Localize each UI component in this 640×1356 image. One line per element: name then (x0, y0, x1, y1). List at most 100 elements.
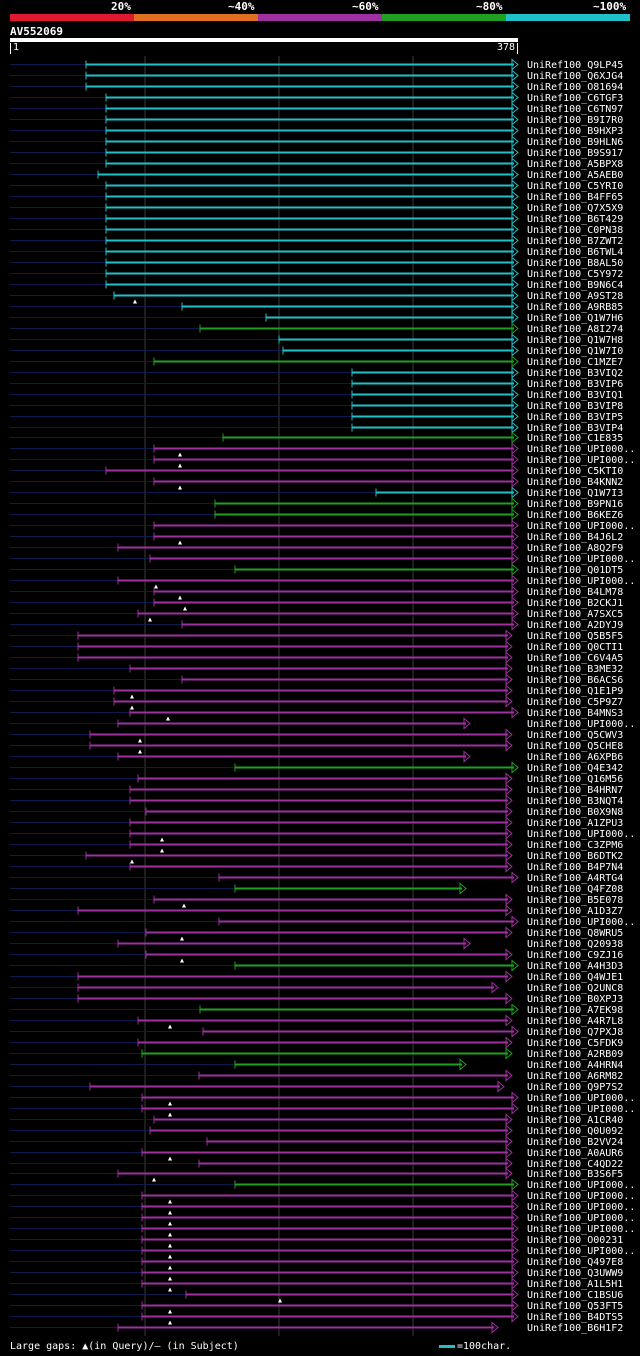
hit-row[interactable]: UniRef100_Q1E1P9 (10, 684, 623, 699)
hit-label[interactable]: UniRef100_B0XPJ3 (527, 994, 623, 1005)
hit-label[interactable]: UniRef100_C5FDK9 (527, 1038, 623, 1049)
hit-row[interactable]: UniRef100_A2DYJ9 (10, 618, 623, 632)
hit-row[interactable]: UniRef100_UPI000.. (10, 1244, 635, 1259)
hit-row[interactable]: UniRef100_B3VIP6 (10, 377, 623, 391)
hit-row[interactable]: UniRef100_Q6XJG4 (10, 69, 623, 83)
hit-label[interactable]: UniRef100_C3ZPM6 (527, 840, 623, 851)
hit-row[interactable]: UniRef100_Q5CWV3 (10, 728, 623, 743)
hit-row[interactable]: UniRef100_Q4WJE1 (10, 970, 623, 984)
hit-label[interactable]: UniRef100_B6TWL4 (527, 247, 623, 258)
hit-label[interactable]: UniRef100_Q0U092 (527, 1126, 623, 1137)
hit-row[interactable]: UniRef100_B3VIQ2 (10, 366, 623, 380)
hit-row[interactable]: UniRef100_C6TGF3 (10, 91, 623, 105)
hit-label[interactable]: UniRef100_B9PN16 (527, 499, 623, 510)
hit-label[interactable]: UniRef100_B0X9N8 (527, 807, 623, 818)
hit-label[interactable]: UniRef100_A1ZPU3 (527, 818, 623, 829)
hit-row[interactable]: UniRef100_B4P7N4 (10, 860, 623, 874)
hit-label[interactable]: UniRef100_Q4E342 (527, 763, 623, 774)
hit-label[interactable]: UniRef100_A4RTG4 (527, 873, 623, 884)
hit-row[interactable]: UniRef100_Q9LP45 (10, 58, 623, 72)
hit-label[interactable]: UniRef100_A8Q2F9 (527, 543, 623, 554)
hit-row[interactable]: UniRef100_B9I7R0 (10, 113, 623, 127)
hit-row[interactable]: UniRef100_Q1W7I0 (10, 344, 623, 358)
hit-label[interactable]: UniRef100_A4HRN4 (527, 1060, 623, 1071)
hit-label[interactable]: UniRef100_A7SXC5 (527, 609, 623, 620)
hit-label[interactable]: UniRef100_UPI000.. (527, 521, 635, 532)
hit-label[interactable]: UniRef100_UPI000.. (527, 719, 635, 730)
hit-row[interactable]: UniRef100_C5FDK9 (10, 1036, 623, 1050)
hit-label[interactable]: UniRef100_Q8WRU5 (527, 928, 623, 939)
hit-row[interactable]: UniRef100_Q3UWW9 (10, 1266, 623, 1281)
hit-label[interactable]: UniRef100_C5KTI0 (527, 466, 623, 477)
hit-row[interactable]: UniRef100_UPI000.. (10, 1189, 635, 1204)
hit-label[interactable]: UniRef100_UPI000.. (527, 1191, 635, 1202)
hit-label[interactable]: UniRef100_UPI000.. (527, 1224, 635, 1235)
hit-row[interactable]: UniRef100_B5E078 (10, 893, 623, 908)
hit-row[interactable]: UniRef100_A9ST28 (10, 289, 623, 304)
hit-row[interactable]: UniRef100_C1E835 (10, 431, 623, 445)
hit-row[interactable]: UniRef100_B7ZWT2 (10, 234, 623, 248)
hit-row[interactable]: UniRef100_B6ACS6 (10, 673, 623, 687)
hit-row[interactable]: UniRef100_B2VV24 (10, 1135, 623, 1149)
hit-row[interactable]: UniRef100_UPI000.. (10, 1102, 635, 1117)
hit-row[interactable]: UniRef100_A1CR40 (10, 1113, 623, 1127)
hit-label[interactable]: UniRef100_Q01DT5 (527, 565, 623, 576)
hit-label[interactable]: UniRef100_C4QD22 (527, 1159, 623, 1170)
hit-row[interactable]: UniRef100_B9HXP3 (10, 124, 623, 138)
hit-label[interactable]: UniRef100_B3VIP5 (527, 412, 623, 423)
hit-row[interactable]: UniRef100_Q16M56 (10, 772, 623, 786)
hit-row[interactable]: UniRef100_C5KTI0 (10, 464, 623, 478)
hit-row[interactable]: UniRef100_A2RB09 (10, 1047, 623, 1061)
hit-label[interactable]: UniRef100_B3VIP8 (527, 401, 623, 412)
hit-label[interactable]: UniRef100_B9HXP3 (527, 126, 623, 137)
hit-label[interactable]: UniRef100_Q1W7H6 (527, 313, 623, 324)
hit-label[interactable]: UniRef100_Q20938 (527, 939, 623, 950)
hit-row[interactable]: UniRef100_A8I274 (10, 322, 623, 336)
hit-row[interactable]: UniRef100_C5P9Z7 (10, 695, 623, 710)
hit-row[interactable]: UniRef100_B9PN16 (10, 497, 623, 511)
hit-label[interactable]: UniRef100_A4R7L8 (527, 1016, 623, 1027)
hit-row[interactable]: UniRef100_B4LM78 (10, 585, 623, 600)
hit-row[interactable]: UniRef100_UPI000.. (10, 453, 635, 468)
hit-label[interactable]: UniRef100_B3S6F5 (527, 1169, 623, 1180)
hit-row[interactable]: UniRef100_B3VIP4 (10, 421, 623, 435)
hit-label[interactable]: UniRef100_A0AUR6 (527, 1148, 623, 1159)
hit-row[interactable]: UniRef100_UPI000.. (10, 552, 635, 566)
hit-row[interactable]: UniRef100_B4DTS5 (10, 1310, 623, 1325)
hit-label[interactable]: UniRef100_B9S917 (527, 148, 623, 159)
hit-row[interactable]: UniRef100_C5Y972 (10, 267, 623, 281)
hit-label[interactable]: UniRef100_UPI000.. (527, 1180, 635, 1191)
hit-row[interactable]: UniRef100_B6DTK2 (10, 849, 623, 864)
hit-row[interactable]: UniRef100_B3ME32 (10, 662, 623, 676)
hit-row[interactable]: UniRef100_Q2UNC8 (10, 981, 623, 995)
hit-label[interactable]: UniRef100_B4MNS3 (527, 708, 623, 719)
hit-label[interactable]: UniRef100_UPI000.. (527, 444, 635, 455)
hit-row[interactable]: UniRef100_UPI000.. (10, 1178, 635, 1192)
hit-row[interactable]: UniRef100_UPI000.. (10, 915, 635, 929)
hit-label[interactable]: UniRef100_B3NQT4 (527, 796, 623, 807)
hit-label[interactable]: UniRef100_B4J6L2 (527, 532, 623, 543)
hit-label[interactable]: UniRef100_A7EK98 (527, 1005, 623, 1016)
hit-label[interactable]: UniRef100_A9ST28 (527, 291, 623, 302)
hit-row[interactable]: UniRef100_A8Q2F9 (10, 541, 623, 555)
hit-label[interactable]: UniRef100_B3VIP6 (527, 379, 623, 390)
hit-row[interactable]: UniRef100_B4FF65 (10, 190, 623, 204)
hit-label[interactable]: UniRef100_Q4FZ08 (527, 884, 623, 895)
hit-row[interactable]: UniRef100_UPI000.. (10, 574, 635, 589)
hit-row[interactable]: UniRef100_Q5B5F5 (10, 629, 623, 643)
hit-label[interactable]: UniRef100_A1CR40 (527, 1115, 623, 1126)
hit-row[interactable]: UniRef100_B2CKJ1 (10, 596, 623, 611)
hit-label[interactable]: UniRef100_B6T429 (527, 214, 623, 225)
hit-row[interactable]: UniRef100_B3NQT4 (10, 794, 623, 808)
hit-row[interactable]: UniRef100_B4MNS3 (10, 706, 623, 721)
hit-label[interactable]: UniRef100_UPI000.. (527, 1246, 635, 1257)
hit-row[interactable]: UniRef100_UPI000.. (10, 1211, 635, 1226)
hit-label[interactable]: UniRef100_B6H1F2 (527, 1323, 623, 1334)
hit-label[interactable]: UniRef100_C0PN38 (527, 225, 623, 236)
hit-row[interactable]: UniRef100_Q7X5X9 (10, 201, 623, 215)
hit-label[interactable]: UniRef100_Q1W7I3 (527, 488, 623, 499)
hit-row[interactable]: UniRef100_B6TWL4 (10, 245, 623, 259)
hit-label[interactable]: UniRef100_B4FF65 (527, 192, 623, 203)
hit-row[interactable]: UniRef100_Q9P7S2 (10, 1080, 623, 1094)
hit-label[interactable]: UniRef100_Q5B5F5 (527, 631, 623, 642)
